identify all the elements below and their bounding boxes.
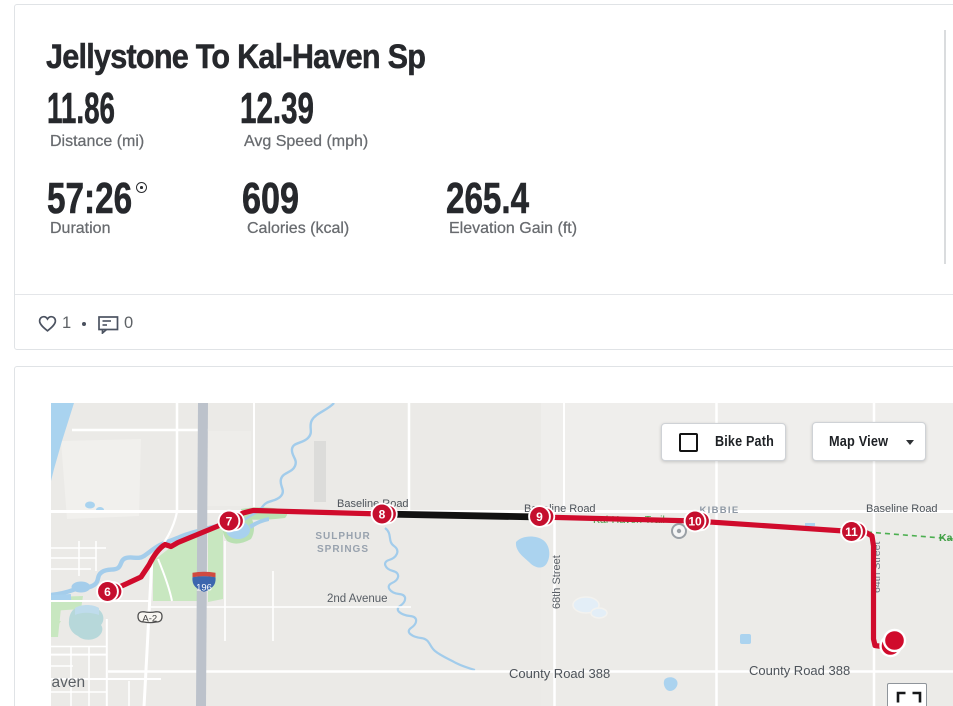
svg-text:196: 196 [196, 583, 212, 594]
svg-text:SPRINGS: SPRINGS [317, 544, 369, 555]
svg-text:County Road 388: County Road 388 [749, 663, 850, 678]
svg-text:A-2: A-2 [142, 614, 157, 625]
svg-text:7: 7 [226, 514, 233, 528]
svg-text:SULPHUR: SULPHUR [315, 531, 370, 542]
svg-text:County Road 388: County Road 388 [509, 666, 610, 681]
svg-text:11: 11 [845, 525, 858, 539]
svg-text:8: 8 [379, 507, 386, 521]
svg-text:6: 6 [104, 585, 111, 599]
svg-text:KIBBIE: KIBBIE [700, 505, 740, 516]
svg-text:Kal-: Kal- [939, 532, 953, 544]
svg-text:9: 9 [536, 510, 543, 524]
svg-text:10: 10 [688, 514, 702, 528]
svg-text:aven: aven [52, 674, 86, 691]
svg-text:Baseline Road: Baseline Road [866, 503, 938, 515]
svg-text:2nd Avenue: 2nd Avenue [327, 593, 388, 605]
svg-text:68th Street: 68th Street [551, 555, 563, 609]
